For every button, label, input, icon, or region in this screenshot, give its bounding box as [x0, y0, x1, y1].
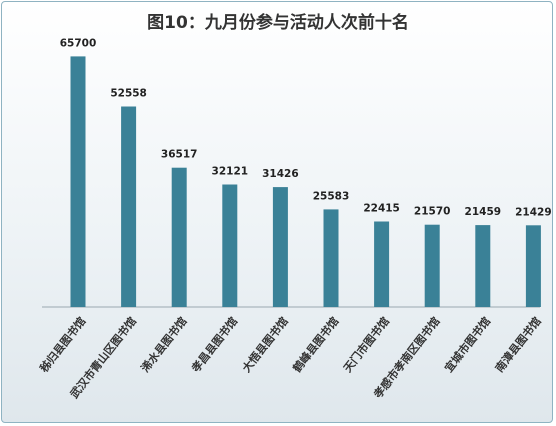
bar-3 [171, 167, 187, 307]
data-label-2: 52558 [110, 88, 147, 100]
chart-title: 图10：九月份参与活动人次前十名 [147, 13, 409, 33]
category-label-5: 大悟县图书馆 [239, 314, 291, 375]
data-label-6: 25583 [313, 190, 350, 202]
bar-7 [374, 221, 390, 307]
data-label-1: 65700 [60, 37, 97, 49]
data-label-10: 21429 [515, 206, 552, 218]
bar-2 [121, 106, 137, 307]
data-label-4: 32121 [212, 166, 249, 178]
category-label-6: 鹤峰县图书馆 [290, 314, 342, 375]
bar-6 [323, 209, 339, 307]
category-label-9: 宜城市图书馆 [441, 314, 493, 375]
category-label-7: 天门市图书馆 [340, 314, 392, 375]
bar-8 [424, 224, 440, 307]
data-label-9: 21459 [465, 206, 502, 218]
data-label-7: 22415 [363, 203, 400, 215]
data-label-5: 31426 [262, 168, 299, 180]
data-label-8: 21570 [414, 206, 451, 218]
category-label-10: 南漳县图书馆 [492, 314, 544, 375]
bar-10 [525, 225, 541, 307]
bar-5 [272, 187, 288, 307]
bar-1 [70, 56, 86, 308]
bar-4 [222, 184, 238, 307]
category-label-3: 浠水县图书馆 [138, 314, 190, 375]
category-label-4: 孝昌县图书馆 [188, 314, 240, 375]
data-label-3: 36517 [161, 149, 198, 161]
bar-9 [475, 225, 491, 307]
category-label-1: 秭归县图书馆 [37, 314, 89, 375]
